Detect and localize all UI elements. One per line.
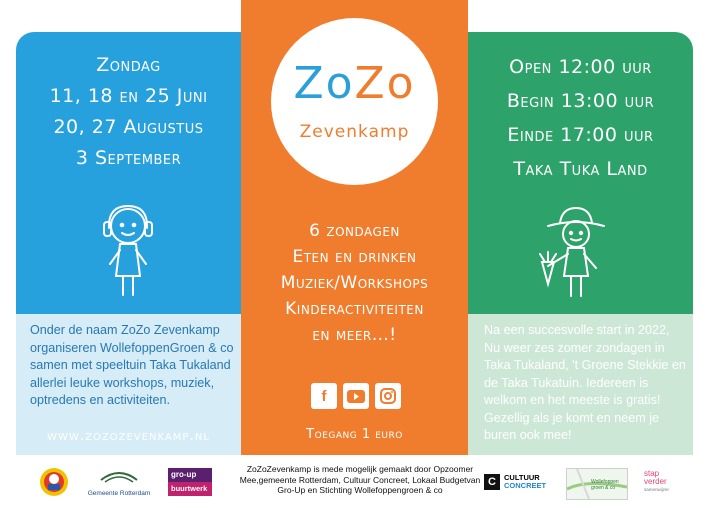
feature-item: Muziek/Workshops bbox=[280, 273, 429, 293]
cultuur-concreet-mark: C bbox=[484, 474, 500, 490]
cultuur-label: CULTUUR bbox=[504, 473, 540, 482]
feature-item: Kinderactiviteiten bbox=[285, 299, 424, 319]
left-info-panel bbox=[16, 32, 241, 314]
time-line: Open 12:00 uur bbox=[509, 56, 652, 78]
rotterdam-emblem-icon bbox=[100, 472, 138, 483]
gro-up-label: gro-up bbox=[168, 468, 212, 482]
social-links: f bbox=[311, 383, 401, 409]
cultuur-concreet-logo: C CULTUUR CONCREET bbox=[484, 474, 546, 490]
buurtwerk-label: buurtwerk bbox=[168, 482, 212, 496]
right-description-panel bbox=[468, 314, 693, 455]
time-line: Einde 17:00 uur bbox=[507, 124, 654, 146]
verder-label: verder bbox=[644, 477, 667, 486]
zozo-logo: ZoZo bbox=[271, 58, 438, 109]
map-thumbnail-icon bbox=[567, 469, 627, 499]
right-info-panel bbox=[468, 32, 693, 314]
logo-subtitle: Zevenkamp bbox=[299, 122, 410, 142]
cultuur-concreet-text: CULTUUR CONCREET bbox=[504, 474, 546, 490]
logo-zo-blue: Zo bbox=[293, 58, 355, 109]
youtube-icon[interactable] bbox=[343, 383, 369, 409]
instagram-icon[interactable] bbox=[375, 383, 401, 409]
opzoomer-mee-logo bbox=[40, 468, 68, 496]
feature-list: 6 zondagen Eten en drinken Muziek/Worksh… bbox=[241, 218, 468, 348]
zozo-logo-circle bbox=[271, 18, 438, 185]
samenwijzer-label: samenwijzer bbox=[644, 487, 670, 492]
left-description: Onder de naam ZoZo Zevenkamp organiseren… bbox=[30, 323, 234, 407]
date-line: Zondag bbox=[96, 54, 161, 76]
wollefoppengroen-label: Wollefoppen groen & co bbox=[591, 479, 619, 491]
time-line: Taka Tuka Land bbox=[513, 158, 648, 180]
feature-item: 6 zondagen bbox=[309, 221, 400, 241]
date-line: 11, 18 en 25 Juni bbox=[49, 85, 208, 107]
time-line: Begin 13:00 uur bbox=[506, 90, 655, 112]
credits-text: ZoZoZevenkamp is mede mogelijk gemaakt d… bbox=[239, 464, 481, 495]
event-times: Open 12:00 uur Begin 13:00 uur Einde 17:… bbox=[468, 50, 693, 186]
gemeente-rotterdam-logo: Gemeente Rotterdam bbox=[86, 466, 152, 497]
date-line: 3 September bbox=[75, 147, 182, 169]
website-link[interactable]: www.zozozevenkamp.nl bbox=[47, 428, 210, 444]
feature-item: en meer…! bbox=[312, 325, 397, 345]
entry-fee: Toegang 1 euro bbox=[306, 427, 403, 442]
event-dates: Zondag 11, 18 en 25 Juni 20, 27 Augustus… bbox=[16, 50, 241, 174]
stap-label: stap bbox=[644, 469, 660, 478]
date-line: 20, 27 Augustus bbox=[53, 116, 204, 138]
left-description-panel bbox=[16, 314, 241, 455]
rotterdam-label: Gemeente Rotterdam bbox=[87, 490, 151, 497]
right-description: Na een succesvolle start in 2022, Nu wee… bbox=[484, 323, 686, 442]
wollefoppengroen-logo: Wollefoppen groen & co bbox=[566, 468, 628, 500]
gro-up-buurtwerk-logo: gro-up buurtwerk bbox=[168, 468, 212, 496]
feature-item: Eten en drinken bbox=[292, 247, 417, 267]
concreet-label: CONCREET bbox=[504, 481, 547, 490]
facebook-icon[interactable]: f bbox=[311, 383, 337, 409]
logo-zo-orange: Zo bbox=[354, 58, 416, 109]
stap-verder-logo: stap verder samenwijzer bbox=[644, 470, 669, 494]
gardener-illustration bbox=[539, 206, 605, 297]
kid-headphones-illustration bbox=[103, 204, 153, 296]
